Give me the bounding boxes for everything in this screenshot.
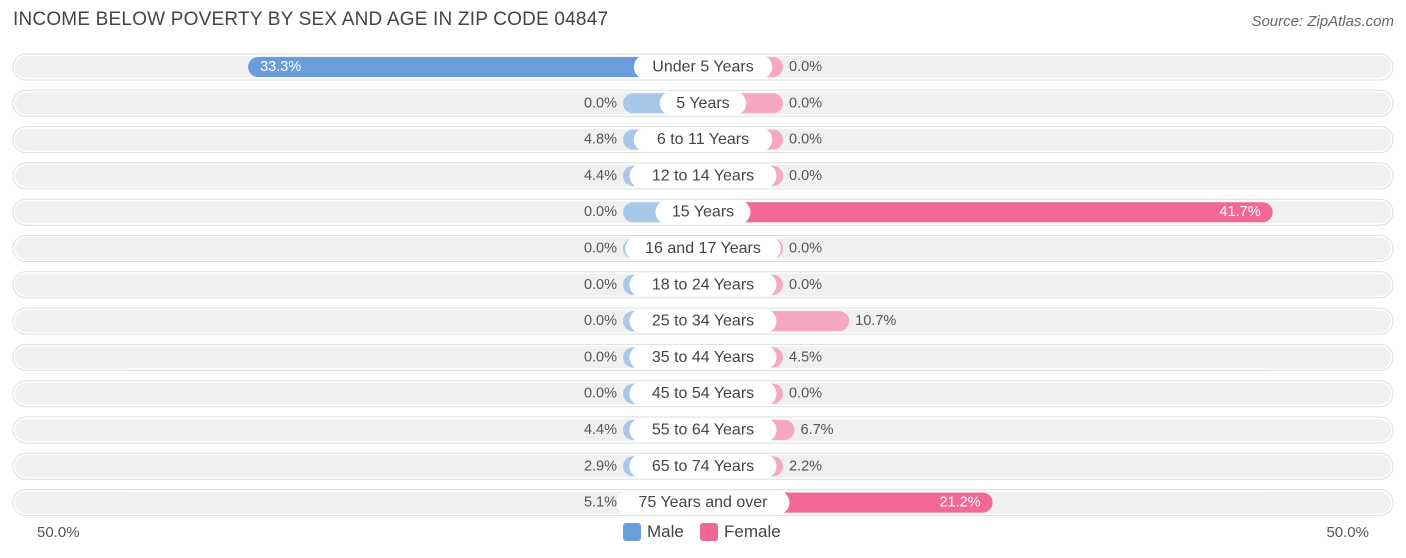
male-value-label: 4.4% [584, 168, 617, 184]
legend-male: Male [623, 522, 684, 542]
chart-row: 4.4% 0.0% 12 to 14 Years [12, 162, 1394, 190]
chart-row: 2.9% 2.2% 65 to 74 Years [12, 452, 1394, 480]
chart-row: 0.0% 10.7% 25 to 34 Years [12, 307, 1394, 335]
axis-left-label: 50.0% [37, 524, 80, 541]
category-label: 18 to 24 Years [652, 276, 754, 293]
category-label: 12 to 14 Years [652, 167, 754, 184]
male-value-label: 4.8% [584, 132, 617, 148]
category-label: 5 Years [676, 95, 729, 112]
chart-row: 0.0% 0.0% 18 to 24 Years [12, 271, 1394, 299]
source-label: Source: ZipAtlas.com [1251, 13, 1394, 30]
male-value-label: 0.0% [584, 277, 617, 293]
category-pill [655, 200, 751, 225]
axis-right-label: 50.0% [1326, 524, 1369, 541]
legend-male-swatch [623, 523, 641, 541]
male-value-label: 4.4% [584, 422, 617, 438]
category-pill [629, 345, 777, 370]
chart-row: 0.0% 4.5% 35 to 44 Years [12, 343, 1394, 371]
male-value-label: 33.3% [260, 59, 301, 75]
legend: Male Female [0, 522, 1406, 544]
female-value-label: 21.2% [939, 495, 980, 511]
male-value-label: 2.9% [584, 458, 617, 474]
female-bar [703, 202, 1273, 223]
female-value-label: 10.7% [855, 313, 896, 329]
legend-female-swatch [700, 523, 718, 541]
legend-female-label: Female [724, 522, 781, 541]
legend-female: Female [700, 522, 781, 542]
category-label: 35 to 44 Years [652, 349, 754, 366]
category-pill [616, 490, 790, 515]
category-label: 6 to 11 Years [657, 131, 749, 148]
chart-row: 0.0% 0.0% 5 Years [12, 89, 1394, 117]
category-label: 25 to 34 Years [652, 313, 754, 330]
category-pill [629, 163, 777, 188]
category-pill [633, 55, 773, 79]
category-pill [629, 454, 777, 479]
category-label: 16 and 17 Years [645, 240, 761, 257]
female-value-label: 0.0% [789, 168, 822, 184]
category-pill [625, 236, 781, 261]
legend-male-label: Male [647, 522, 684, 541]
category-label: 15 Years [672, 204, 734, 221]
category-label: 65 to 74 Years [652, 458, 754, 475]
chart-row: 5.1% 21.2% 75 Years and over [12, 489, 1394, 517]
chart-row: 4.8% 0.0% 6 to 11 Years [12, 126, 1394, 154]
female-value-label: 0.0% [789, 95, 822, 111]
chart-title: INCOME BELOW POVERTY BY SEX AND AGE IN Z… [13, 9, 609, 30]
female-value-label: 0.0% [789, 59, 822, 75]
chart-row: 0.0% 0.0% 16 and 17 Years [12, 235, 1394, 262]
female-value-label: 0.0% [789, 132, 822, 148]
chart-row: 0.0% 0.0% 45 to 54 Years [12, 380, 1394, 408]
category-label: 75 Years and over [639, 494, 769, 511]
female-value-label: 4.5% [789, 349, 822, 365]
category-pill [629, 418, 777, 442]
chart-row: 4.4% 6.7% 55 to 64 Years [12, 416, 1394, 444]
chart-row: 33.3% 0.0% Under 5 Years [12, 53, 1394, 81]
chart-row: 0.0% 41.7% 15 Years [12, 198, 1394, 226]
diverging-bar-chart: 33.3% 0.0% Under 5 Years 0.0% 0.0% 5 Years 4.8… [12, 53, 1394, 517]
category-label: Under 5 Years [652, 59, 753, 76]
male-value-label: 5.1% [584, 495, 617, 511]
category-pill [629, 272, 777, 297]
female-value-label: 0.0% [789, 277, 822, 293]
female-value-label: 6.7% [801, 422, 834, 438]
category-pill [633, 127, 773, 152]
male-bar [248, 57, 703, 77]
category-pill [629, 381, 777, 406]
female-value-label: 41.7% [1219, 204, 1260, 220]
male-value-label: 0.0% [584, 386, 617, 402]
male-value-label: 0.0% [584, 313, 617, 329]
category-pill [659, 91, 747, 116]
male-value-label: 0.0% [584, 204, 617, 220]
female-value-label: 0.0% [789, 241, 822, 257]
category-label: 45 to 54 Years [652, 385, 754, 402]
female-value-label: 2.2% [789, 458, 822, 474]
male-value-label: 0.0% [584, 349, 617, 365]
male-value-label: 0.0% [584, 241, 617, 257]
male-value-label: 0.0% [584, 95, 617, 111]
female-value-label: 0.0% [789, 386, 822, 402]
category-label: 55 to 64 Years [652, 422, 754, 439]
category-pill [629, 309, 777, 334]
